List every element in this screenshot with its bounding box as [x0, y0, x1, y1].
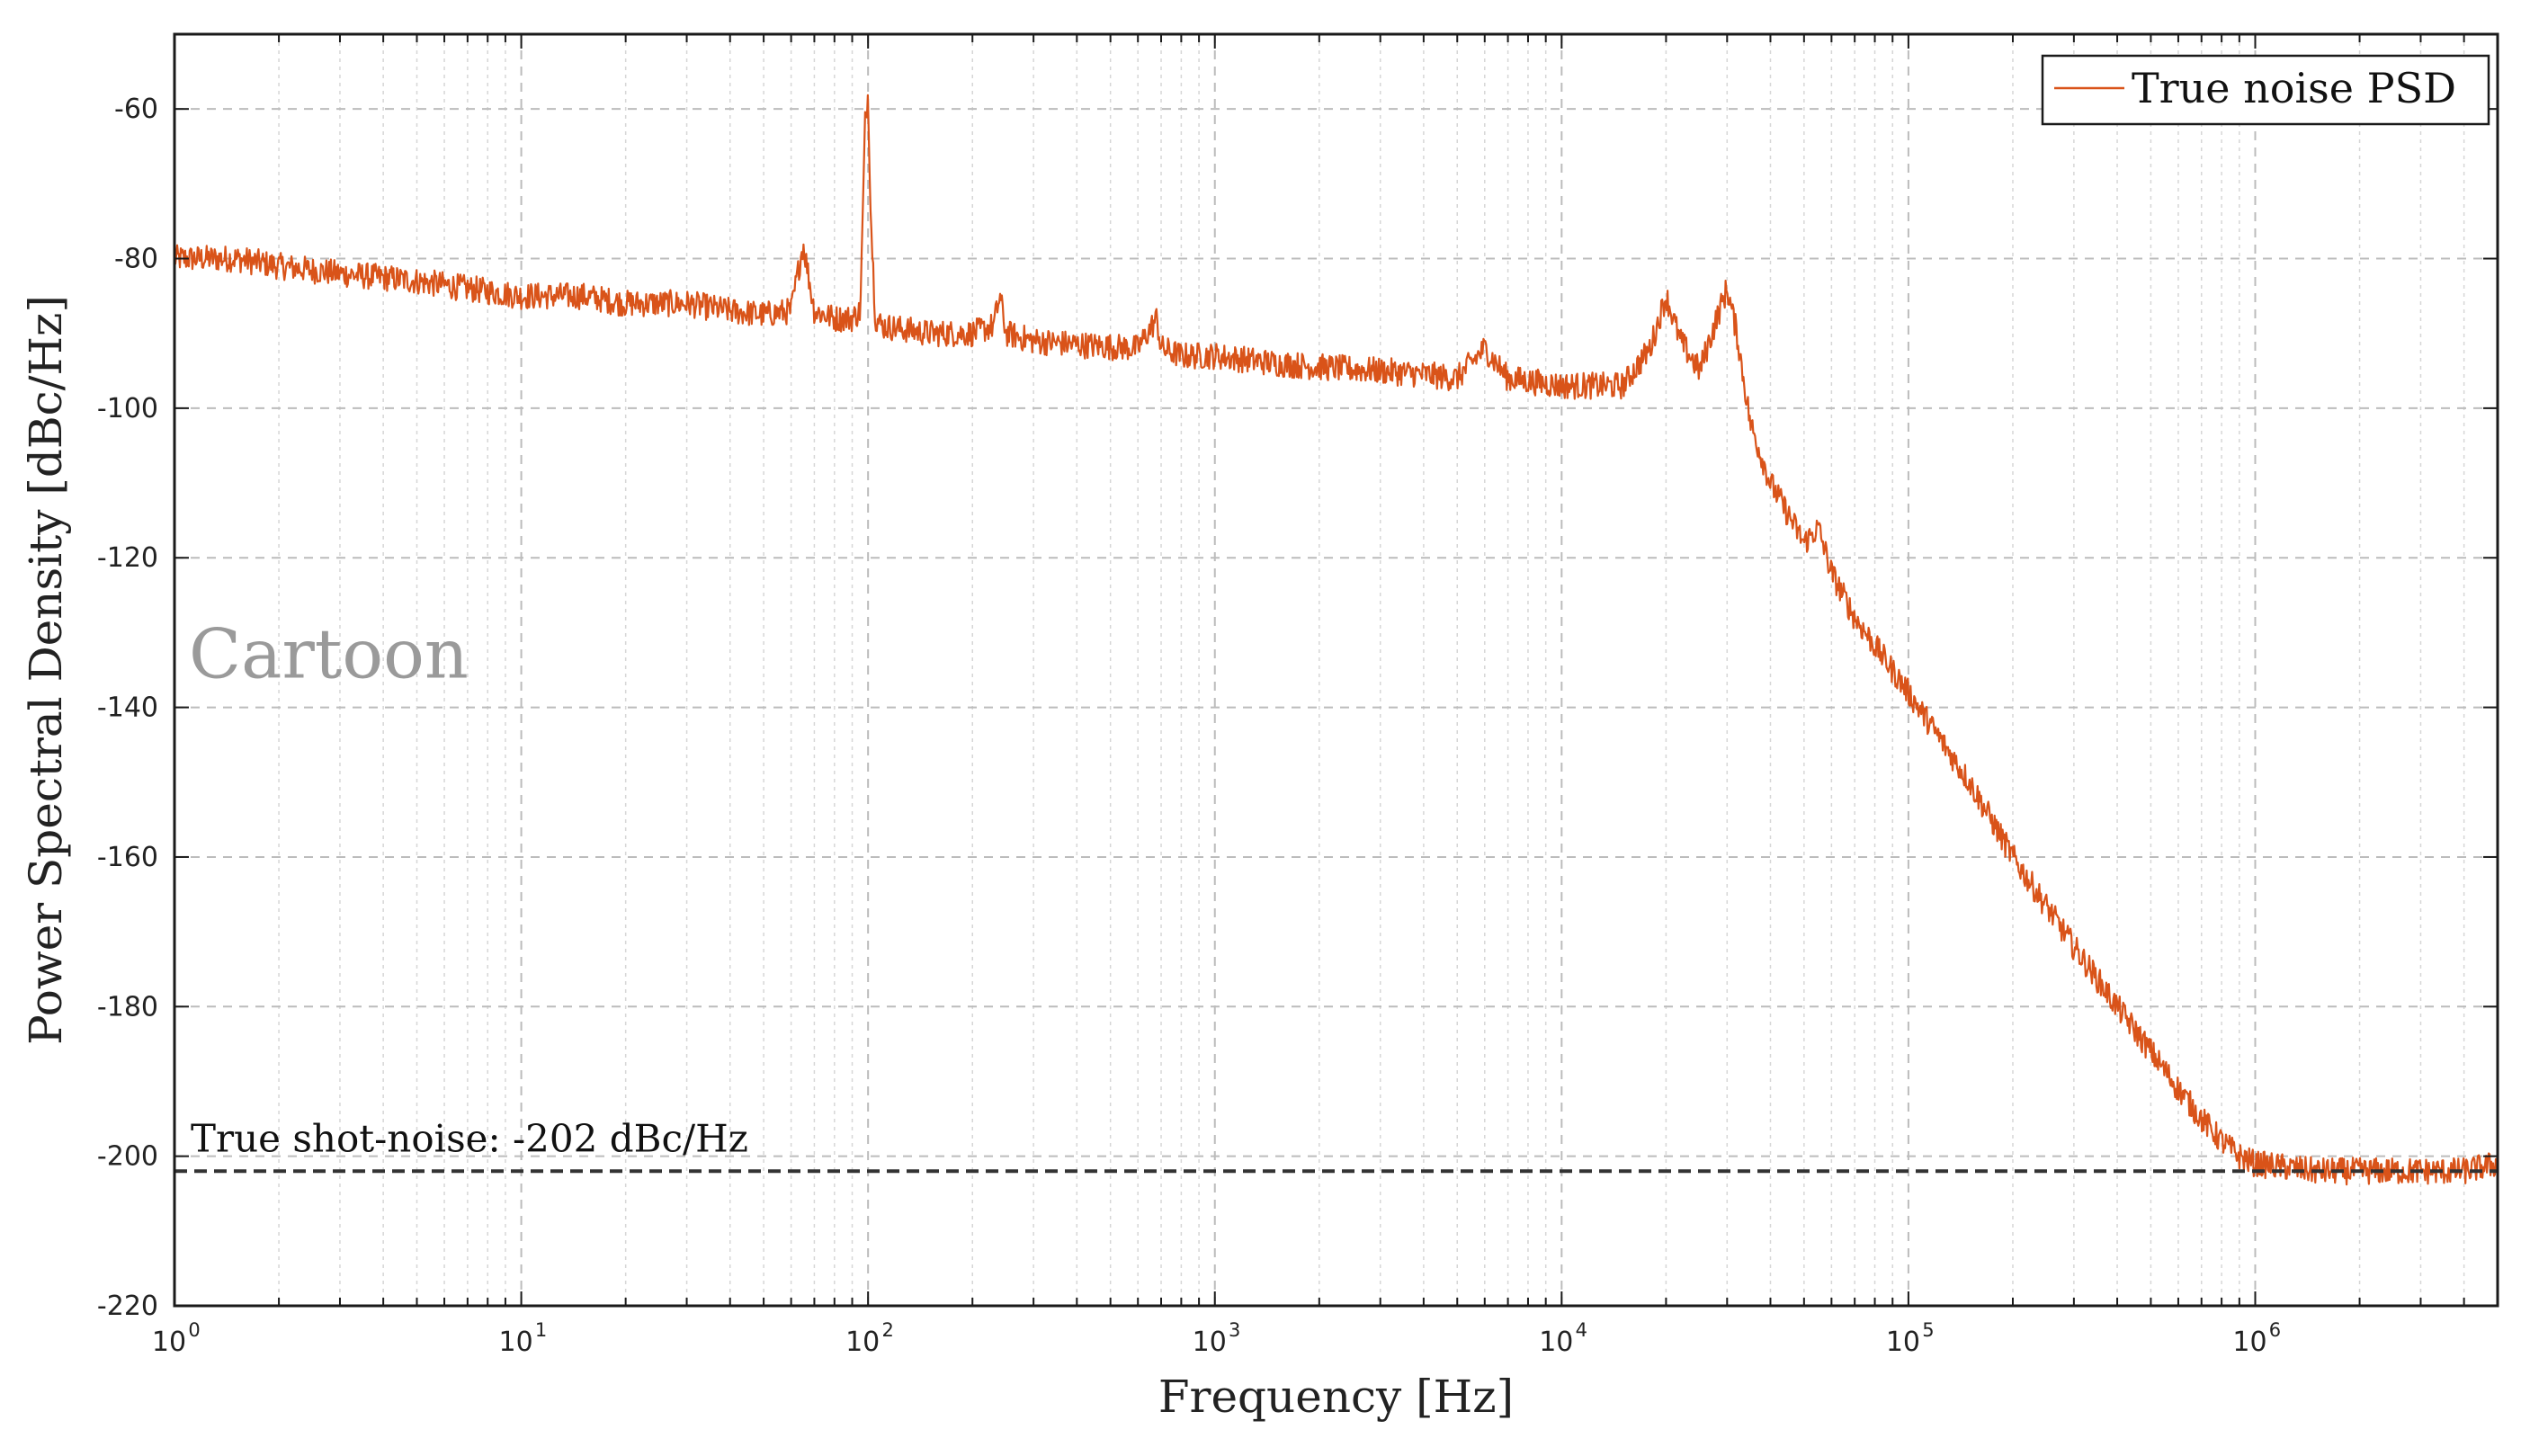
- x-tick-exponent: 0: [188, 1319, 200, 1341]
- y-tick-label: -80: [114, 244, 158, 275]
- x-tick-label: 10: [1193, 1326, 1227, 1358]
- x-tick-label: 10: [498, 1326, 532, 1358]
- x-tick-exponent: 1: [535, 1319, 547, 1341]
- x-tick-label: 10: [152, 1326, 186, 1358]
- y-tick-label: -60: [114, 94, 158, 125]
- y-tick-label: -220: [97, 1291, 158, 1322]
- x-tick-label: 10: [1539, 1326, 1573, 1358]
- x-tick-label: 10: [2232, 1326, 2266, 1358]
- shot-noise-label: True shot-noise: -202 dBc/Hz: [191, 1116, 748, 1160]
- x-tick-exponent: 5: [1922, 1319, 1934, 1341]
- x-tick-exponent: 6: [2269, 1319, 2281, 1341]
- series-line-true-noise-psd: [173, 94, 2499, 1186]
- legend-label-true-noise-psd: True noise PSD: [2132, 64, 2456, 112]
- plot-frame: [173, 32, 2499, 1308]
- x-tick-exponent: 2: [881, 1319, 893, 1341]
- legend: True noise PSD: [2041, 54, 2490, 126]
- x-tick-label: 10: [1886, 1326, 1920, 1358]
- y-tick-label: -100: [97, 393, 158, 424]
- x-tick-exponent: 4: [1576, 1319, 1587, 1341]
- y-tick-label: -180: [97, 991, 158, 1023]
- y-axis-title: Power Spectral Density [dBc/Hz]: [20, 295, 72, 1045]
- x-tick-label: 10: [845, 1326, 880, 1358]
- grid-lines: [174, 34, 2499, 1307]
- legend-box: [2041, 54, 2490, 126]
- y-tick-label: -140: [97, 692, 158, 724]
- y-tick-label: -160: [97, 842, 158, 873]
- axis-ticks: [174, 34, 2499, 1307]
- series-layer: [173, 94, 2499, 1186]
- shot-noise-layer: True shot-noise: -202 dBc/Hz: [174, 1116, 2498, 1174]
- x-axis-title: Frequency [Hz]: [1158, 1371, 1514, 1423]
- x-tick-exponent: 3: [1229, 1319, 1240, 1341]
- y-tick-label: -200: [97, 1141, 158, 1173]
- y-tick-label: -120: [97, 542, 158, 574]
- cartoon-watermark: Cartoon: [189, 613, 469, 693]
